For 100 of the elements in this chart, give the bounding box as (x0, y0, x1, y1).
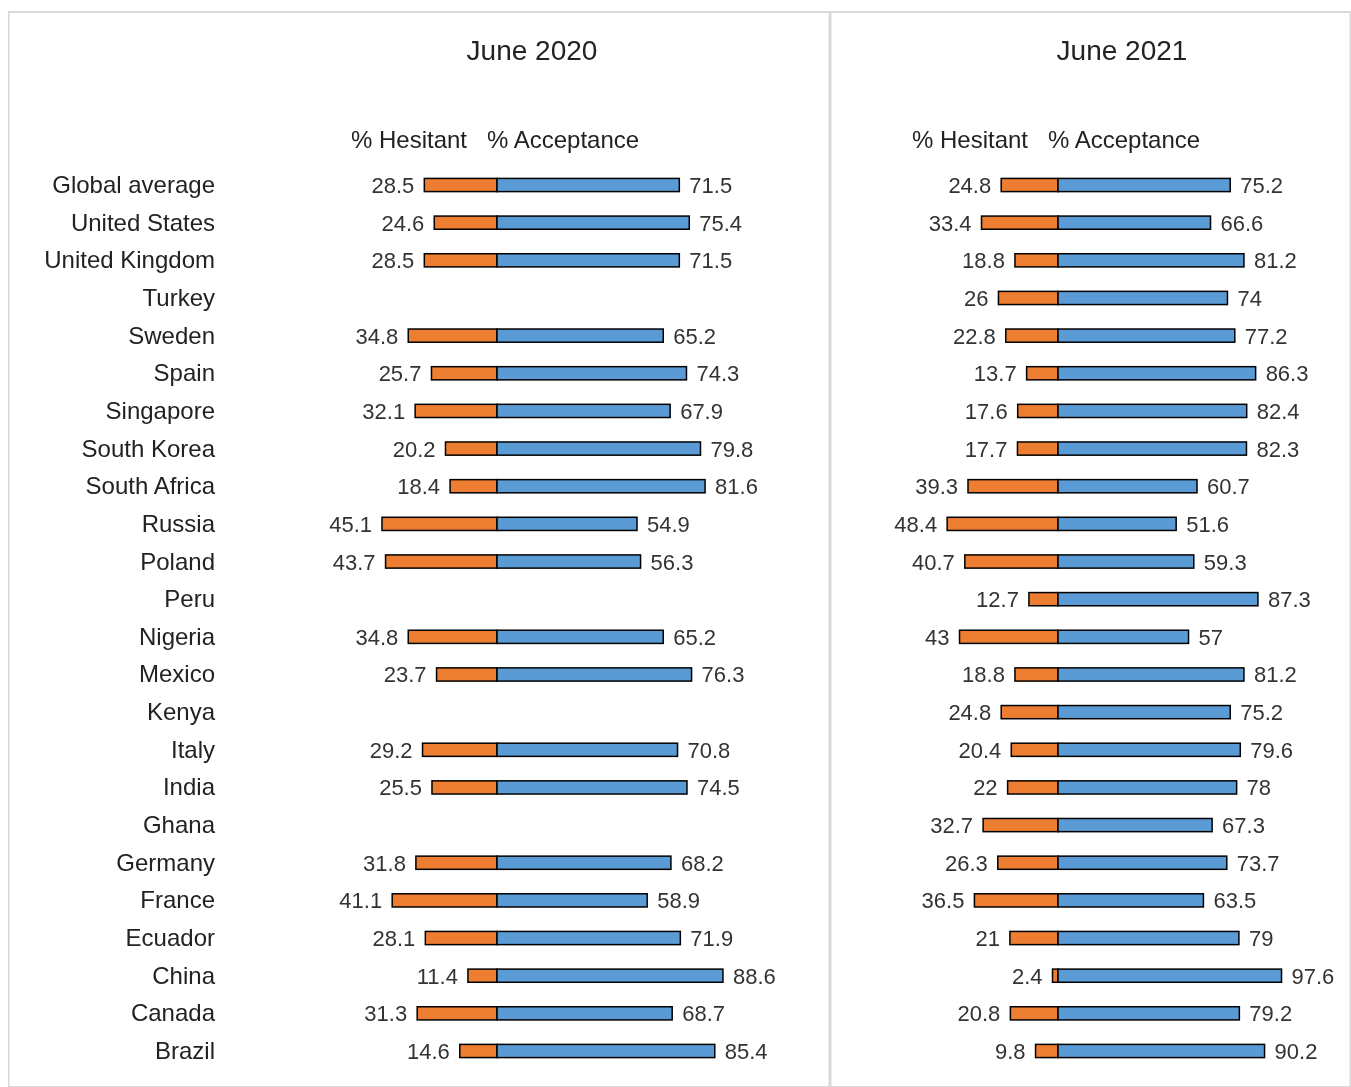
data-label: 82.4 (1256, 398, 1300, 424)
data-label: 54.9 (646, 511, 690, 537)
data-label: 40.7 (911, 549, 955, 575)
data-label: 48.4 (894, 511, 938, 537)
data-label: 85.4 (724, 1038, 768, 1064)
data-label: 71.5 (689, 248, 733, 274)
y-tick-label: India (162, 773, 216, 801)
data-label: 18.4 (397, 474, 441, 500)
data-label: 21 (975, 926, 1000, 952)
data-label: 74 (1237, 285, 1262, 311)
data-label: 76.3 (701, 662, 745, 688)
data-label: 60.7 (1207, 474, 1250, 500)
y-tick-label: Russia (141, 509, 216, 537)
data-label: 34.8 (355, 323, 399, 349)
data-label: 20.8 (957, 1001, 1001, 1027)
data-label: 71.5 (689, 173, 733, 199)
data-label: 18.8 (962, 662, 1005, 688)
data-label: 56.3 (650, 549, 694, 575)
data-label: 65.2 (673, 624, 717, 650)
y-tick-label: Brazil (154, 1036, 215, 1064)
y-tick-label: United States (70, 208, 215, 236)
data-label: 79.6 (1250, 737, 1294, 763)
y-tick-label: Nigeria (138, 622, 216, 650)
series-label: % Acceptance (1048, 126, 1201, 153)
y-tick-label: China (152, 961, 216, 989)
data-label: 90.2 (1274, 1038, 1318, 1064)
series-label: % Acceptance (487, 126, 640, 153)
data-label: 65.2 (673, 323, 717, 349)
data-label: 32.7 (930, 813, 974, 839)
data-label: 26.3 (944, 850, 988, 876)
data-label: 81.2 (1253, 662, 1297, 688)
data-label: 28.5 (371, 173, 415, 199)
series-label: % Hesitant (911, 126, 1029, 153)
data-label: 51.6 (1186, 511, 1229, 537)
data-label: 86.3 (1265, 361, 1309, 387)
data-label: 11.4 (416, 963, 458, 989)
data-label: 97.6 (1291, 963, 1335, 989)
data-label: 31.8 (363, 850, 406, 876)
data-label: 31.3 (364, 1001, 408, 1027)
data-label: 36.5 (921, 888, 965, 914)
data-label: 25.7 (378, 361, 422, 387)
data-label: 79 (1248, 926, 1274, 952)
data-label: 18.8 (962, 248, 1005, 274)
data-label: 39.3 (915, 474, 958, 500)
data-label: 14.6 (406, 1038, 450, 1064)
y-tick-label: Kenya (146, 698, 216, 726)
data-label: 73.7 (1236, 850, 1280, 876)
data-label: 79.2 (1249, 1001, 1293, 1027)
data-label: 17.6 (964, 398, 1008, 424)
data-label: 41.1 (339, 888, 383, 914)
y-tick-label: Canada (130, 999, 216, 1027)
data-label: 75.2 (1240, 700, 1284, 726)
data-label: 22.8 (952, 323, 996, 349)
data-label: 58.9 (657, 888, 701, 914)
y-tick-label: South Africa (85, 472, 216, 500)
data-label: 33.4 (928, 210, 972, 236)
y-tick-label: South Korea (81, 434, 216, 462)
data-label: 43 (925, 624, 950, 650)
data-label: 77.2 (1244, 323, 1288, 349)
data-label: 82.3 (1256, 436, 1300, 462)
data-label: 68.7 (682, 1001, 726, 1027)
y-tick-label: Global average (52, 171, 215, 199)
chart-title: June 2021 (1056, 35, 1188, 66)
data-label: 23.7 (383, 662, 427, 688)
y-tick-label: United Kingdom (44, 246, 215, 274)
data-label: 75.2 (1240, 173, 1284, 199)
data-label: 68.2 (680, 850, 724, 876)
y-tick-label: Ecuador (125, 924, 216, 952)
data-label: 70.8 (687, 737, 731, 763)
y-tick-label: Peru (164, 585, 215, 613)
data-label: 17.7 (964, 436, 1008, 462)
data-label: 81.2 (1253, 248, 1297, 274)
data-label: 74.3 (696, 361, 740, 387)
data-label: 88.6 (732, 963, 776, 989)
data-label: 67.3 (1222, 813, 1265, 839)
data-label: 20.2 (392, 436, 436, 462)
series-label: % Hesitant (350, 126, 468, 153)
data-label: 67.9 (680, 398, 723, 424)
y-tick-label: Germany (116, 848, 215, 876)
data-label: 12.7 (976, 587, 1019, 613)
data-label: 29.2 (369, 737, 413, 763)
y-tick-label: Singapore (105, 396, 215, 424)
data-label: 24.8 (948, 173, 992, 199)
data-label: 25.5 (379, 775, 422, 801)
data-label: 13.7 (973, 361, 1017, 387)
y-tick-label: Spain (153, 359, 215, 387)
data-label: 28.1 (372, 926, 416, 952)
y-tick-label: Sweden (128, 321, 215, 349)
data-label: 75.4 (699, 210, 743, 236)
data-label: 78 (1246, 775, 1272, 801)
data-label: 63.5 (1213, 888, 1257, 914)
data-label: 43.7 (332, 549, 376, 575)
data-label: 79.8 (710, 436, 754, 462)
data-label: 34.8 (355, 624, 399, 650)
data-label: 57 (1198, 624, 1224, 650)
data-label: 45.1 (329, 511, 372, 537)
data-label: 71.9 (690, 926, 734, 952)
data-label: 32.1 (362, 398, 406, 424)
data-label: 20.4 (958, 737, 1002, 763)
y-tick-label: Ghana (142, 811, 216, 839)
